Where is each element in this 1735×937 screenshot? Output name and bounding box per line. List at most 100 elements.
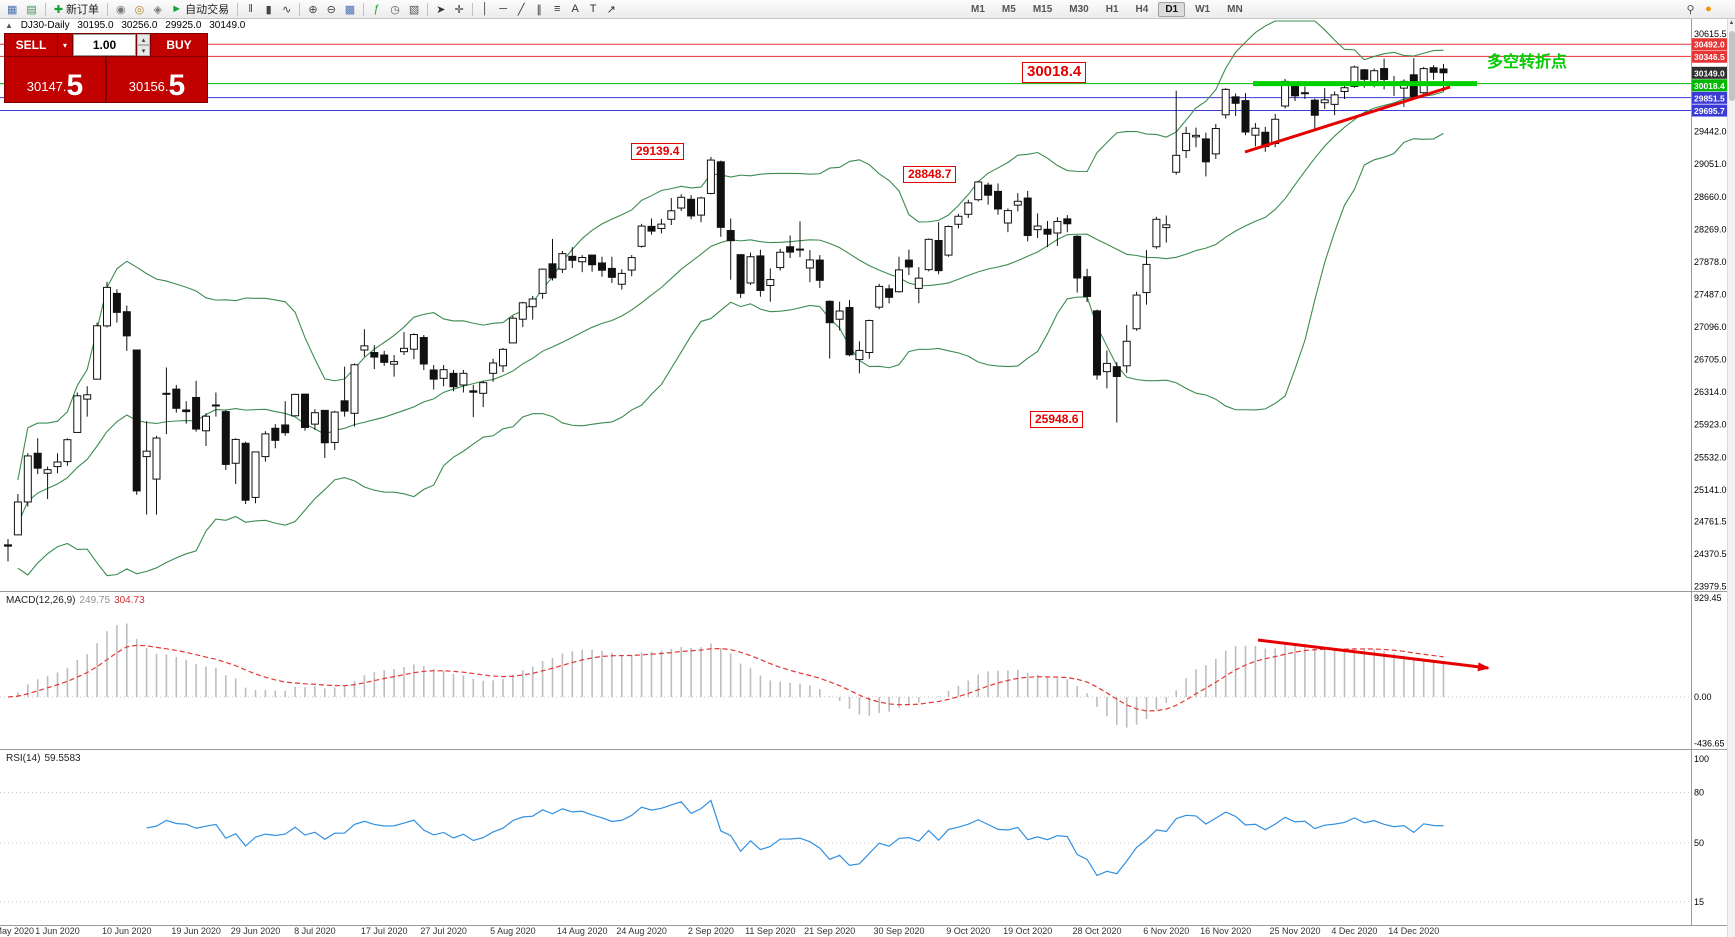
svg-text:30615.5: 30615.5 (1694, 29, 1727, 39)
candlestick-chart-icon[interactable]: ▮ (260, 1, 277, 17)
svg-text:19 Oct 2020: 19 Oct 2020 (1003, 926, 1052, 936)
svg-text:27 Jul 2020: 27 Jul 2020 (420, 926, 467, 936)
channel-icon: ∥ (536, 3, 542, 16)
svg-text:10 Jun 2020: 10 Jun 2020 (102, 926, 152, 936)
timeframe-m5[interactable]: M5 (1001, 3, 1016, 15)
price-tag (1692, 79, 1728, 92)
buy-price-big: 5 (168, 69, 186, 102)
turning-point-label[interactable]: 多空转折点 (1487, 54, 1568, 71)
vertical-line-icon[interactable]: │ (477, 1, 494, 17)
data-window-icon[interactable]: ◎ (131, 1, 149, 17)
svg-text:30 Sep 2020: 30 Sep 2020 (873, 926, 924, 936)
new-order-button[interactable]: ✚ 新订单 (50, 1, 103, 17)
volume-input[interactable] (73, 34, 136, 56)
svg-text:19 Jun 2020: 19 Jun 2020 (171, 926, 221, 936)
bar-chart-icon: ‖ (248, 3, 253, 15)
svg-text:29851.5: 29851.5 (1694, 93, 1725, 103)
sell-price-button[interactable]: 30147. 5 (5, 57, 105, 102)
svg-text:50: 50 (1694, 838, 1704, 848)
cursor-icon: ➤ (436, 3, 446, 16)
timeframe-mn[interactable]: MN (1227, 3, 1243, 15)
text-icon: A (571, 3, 579, 15)
navigator-icon: ◈ (153, 3, 162, 16)
price-tag (1692, 50, 1728, 63)
label-icon[interactable]: T (585, 1, 602, 17)
one-click-trading-panel: SELL ▾ ▴ ▾ BUY 30147.5 30156.5 (4, 33, 208, 103)
trendline-icon[interactable]: ╱ (513, 1, 530, 17)
text-icon[interactable]: A (567, 1, 584, 17)
toolbar-separator (299, 2, 301, 16)
svg-text:26314.0: 26314.0 (1694, 387, 1727, 397)
chart-profiles-icon[interactable]: ▤ (22, 1, 40, 17)
timeframe-h4[interactable]: H4 (1135, 3, 1149, 15)
price-annotation-box[interactable]: 25948.6 (1030, 411, 1084, 428)
grid-icon: ▩ (344, 3, 356, 16)
volume-up-button[interactable]: ▴ (137, 34, 150, 45)
svg-text:2 Sep 2020: 2 Sep 2020 (688, 926, 734, 936)
new-order-glyph: ✚ (53, 3, 64, 16)
notification-icon[interactable]: ● (1700, 1, 1717, 17)
price-tag (1692, 66, 1728, 79)
svg-text:30492.0: 30492.0 (1694, 40, 1725, 50)
line-chart-icon[interactable]: ∿ (278, 1, 295, 17)
autotrade-button[interactable]: ► 自动交易 (167, 1, 233, 17)
svg-text:28269.0: 28269.0 (1694, 224, 1727, 234)
trendline-icon: ╱ (517, 3, 525, 16)
navigator-icon[interactable]: ◈ (149, 1, 166, 17)
crosshair-icon[interactable]: ✛ (450, 1, 467, 17)
sell-button[interactable]: SELL (5, 34, 57, 56)
price-annotation-box[interactable]: 28848.7 (903, 166, 957, 183)
line-chart-icon: ∿ (282, 3, 292, 16)
timeframe-m15[interactable]: M15 (1032, 3, 1053, 15)
timeframe-h1[interactable]: H1 (1105, 3, 1119, 15)
arrows-icon[interactable]: ↗ (603, 1, 620, 17)
autotrade-button-label: 自动交易 (185, 4, 230, 16)
timeframe-w1[interactable]: W1 (1195, 3, 1211, 15)
fibonacci-icon[interactable]: ≡ (549, 1, 566, 17)
horizontal-line-icon: ─ (499, 3, 508, 15)
search-icon: ⚲ (1686, 3, 1695, 16)
scrollbar-thumb[interactable] (1729, 31, 1735, 101)
autotrade-glyph: ► (171, 3, 183, 15)
rsi-label: RSI(14) 59.5583 (6, 753, 85, 764)
timeframe-m1[interactable]: M1 (971, 3, 985, 15)
price-annotation-box[interactable]: 29139.4 (631, 143, 685, 160)
buy-button[interactable]: BUY (151, 34, 207, 56)
scroll-up-icon[interactable]: ▲ (1728, 20, 1735, 26)
channel-icon[interactable]: ∥ (531, 1, 548, 17)
cursor-icon[interactable]: ➤ (432, 1, 449, 17)
new-order-button-label: 新订单 (66, 4, 100, 16)
market-watch-icon[interactable]: ◉ (112, 1, 130, 17)
svg-text:929.45: 929.45 (1694, 593, 1722, 603)
ohlc-close: 30149.0 (209, 20, 246, 31)
timeframe-m30[interactable]: M30 (1069, 3, 1089, 15)
templates-icon[interactable]: ▧ (405, 1, 423, 17)
vertical-scrollbar[interactable]: ▲ (1727, 18, 1735, 937)
horizontal-line-icon[interactable]: ─ (495, 1, 512, 17)
volume-dropdown-icon[interactable]: ▾ (58, 34, 72, 56)
svg-text:6 Nov 2020: 6 Nov 2020 (1143, 926, 1189, 936)
svg-text:29695.7: 29695.7 (1694, 106, 1725, 116)
panel-collapse-icon[interactable]: ▲ (5, 21, 13, 30)
svg-text:1 Jun 2020: 1 Jun 2020 (35, 926, 80, 936)
volume-down-button[interactable]: ▾ (137, 45, 150, 56)
price-annotation-box[interactable]: 30018.4 (1022, 62, 1087, 83)
zoom-out-icon[interactable]: ⊖ (323, 1, 340, 17)
svg-text:29442.0: 29442.0 (1694, 127, 1727, 137)
new-chart-icon[interactable]: ▦ (3, 1, 21, 17)
rsi-name: RSI(14) (6, 753, 41, 764)
grid-icon[interactable]: ▩ (341, 1, 359, 17)
price-tag (1692, 91, 1728, 104)
indicators-icon[interactable]: ƒ (368, 1, 385, 17)
buy-price-button[interactable]: 30156. 5 (107, 57, 207, 102)
chart-profiles-icon: ▤ (26, 3, 37, 16)
search-icon[interactable]: ⚲ (1682, 1, 1699, 17)
svg-text:17 Jul 2020: 17 Jul 2020 (361, 926, 408, 936)
svg-text:23979.5: 23979.5 (1694, 582, 1727, 592)
period-icon[interactable]: ◷ (386, 1, 404, 17)
zoom-in-icon[interactable]: ⊕ (304, 1, 321, 17)
timeframe-d1[interactable]: D1 (1158, 1, 1186, 17)
macd-label: MACD(12,26,9) 249.75 304.73 (6, 595, 149, 606)
bar-chart-icon[interactable]: ‖ (242, 1, 259, 17)
